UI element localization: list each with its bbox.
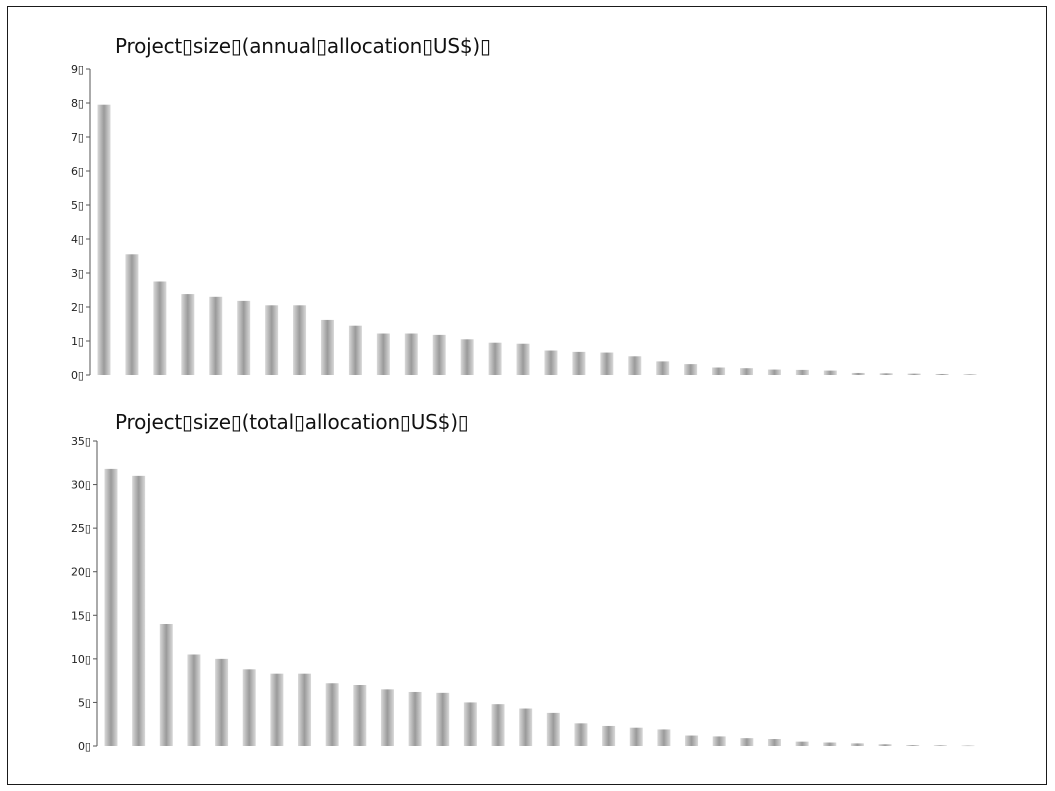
annual-bar (97, 104, 111, 375)
annual-bar (488, 342, 502, 375)
total-bar (353, 685, 367, 746)
total-bar (242, 669, 256, 746)
total-allocation-chart-title: Project▯size▯(total▯allocation▯US$)▯ (115, 410, 469, 434)
total-bar (906, 745, 920, 746)
annual-bar (293, 305, 307, 375)
annual-bar (572, 351, 586, 375)
annual-bar (767, 369, 781, 375)
annual-bar (935, 373, 949, 375)
total-bar (574, 723, 588, 746)
annual-bar (712, 367, 726, 375)
total-bar (298, 673, 312, 746)
annual-y-tick-label: 5▯ (71, 199, 84, 212)
total-bar (215, 658, 229, 746)
annual-bar (516, 343, 530, 375)
total-bar (104, 468, 118, 746)
annual-bar (404, 333, 418, 375)
annual-y-tick-label: 9▯ (71, 63, 84, 76)
annual-bar (628, 356, 642, 375)
total-y-tick-label: 30▯ (71, 479, 91, 492)
total-y-tick-label: 35▯ (71, 435, 91, 448)
total-bar (767, 739, 781, 746)
annual-y-tick-label: 0▯ (71, 369, 84, 382)
annual-bar (153, 281, 167, 375)
annual-bar (265, 305, 279, 375)
total-bar (187, 654, 201, 746)
total-bar (546, 712, 560, 746)
annual-bar (851, 372, 865, 375)
annual-y-tick-label: 6▯ (71, 165, 84, 178)
annual-y-tick-label: 2▯ (71, 301, 84, 314)
annual-bar (907, 373, 921, 375)
total-y-tick-label: 15▯ (71, 609, 91, 622)
total-bar (491, 704, 505, 746)
annual-y-tick-label: 3▯ (71, 267, 84, 280)
annual-bar (823, 370, 837, 375)
annual-allocation-chart-title: Project▯size▯(annual▯allocation▯US$)▯ (115, 34, 491, 58)
annual-bar (544, 350, 558, 375)
annual-bar (237, 300, 251, 375)
total-bar (823, 742, 837, 746)
annual-bar (376, 333, 390, 375)
total-y-tick-label: 5▯ (78, 696, 91, 709)
total-y-tick-label: 20▯ (71, 566, 91, 579)
total-bar (850, 743, 864, 746)
annual-bar (879, 373, 893, 375)
total-bar (325, 683, 339, 746)
chart-frame (7, 6, 1047, 785)
total-bar (933, 745, 947, 746)
total-bar (436, 692, 450, 746)
total-bar (159, 624, 173, 746)
total-allocation-bar-chart: 0▯ 5▯ 10▯ 15▯ 20▯ 25▯ 30▯ 35▯ (71, 435, 975, 753)
total-bar (685, 735, 699, 746)
total-y-tick-label: 10▯ (71, 653, 91, 666)
annual-bar (600, 352, 614, 375)
annual-bar (181, 294, 195, 375)
total-bar (878, 744, 892, 746)
annual-bar (460, 339, 474, 375)
annual-bar (348, 325, 362, 375)
total-y-tick-label: 0▯ (78, 740, 91, 753)
total-bar (795, 741, 809, 746)
annual-bar (656, 361, 670, 375)
annual-bar (963, 374, 977, 375)
annual-y-tick-label: 7▯ (71, 131, 84, 144)
total-bar (132, 475, 146, 746)
annual-y-tick-label: 1▯ (71, 335, 84, 348)
total-bar (463, 702, 477, 746)
total-bar (519, 708, 533, 746)
total-bar (961, 745, 975, 747)
total-bar (270, 673, 284, 746)
annual-bar (320, 319, 334, 375)
total-bar (629, 727, 643, 746)
annual-bar (795, 369, 809, 375)
total-y-tick-label: 25▯ (71, 522, 91, 535)
annual-allocation-bar-chart: 0▯ 1▯ 2▯ 3▯ 4▯ 5▯ 6▯ 7▯ 8▯ 9▯ (71, 63, 977, 382)
total-bar (380, 689, 394, 746)
total-bar (712, 736, 726, 746)
total-bar (602, 725, 616, 746)
annual-y-tick-label: 4▯ (71, 233, 84, 246)
total-bar (657, 729, 671, 746)
annual-bar (740, 368, 754, 375)
total-bar (740, 738, 754, 746)
annual-bar (432, 334, 446, 375)
annual-bar (125, 254, 139, 375)
annual-y-tick-label: 8▯ (71, 97, 84, 110)
annual-bar (684, 364, 698, 375)
total-bar (408, 691, 422, 746)
annual-bar (209, 296, 223, 375)
